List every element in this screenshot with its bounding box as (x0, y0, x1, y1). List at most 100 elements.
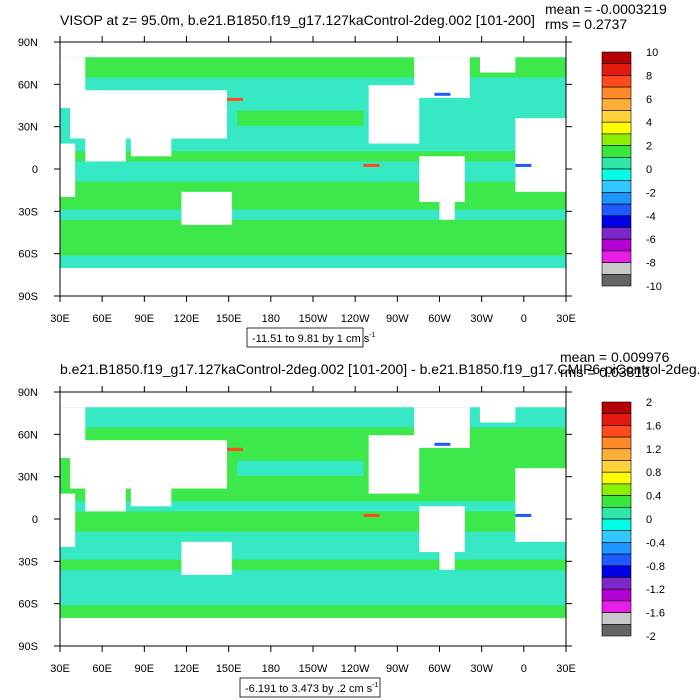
panel-top-colorbar-swatch (601, 215, 632, 228)
panel-top-x-tick-label: 150E (216, 313, 242, 325)
panel-top-x-tick-label: 0 (521, 313, 527, 325)
panel-top-rms: rms = 0.2737 (545, 16, 627, 32)
panel-bottom-colorbar-swatch (601, 401, 632, 414)
panel-bottom-colorbar-swatch (601, 495, 632, 508)
panel-bottom-field-band (60, 531, 566, 560)
panel-bottom-x-tick-label: 150E (216, 663, 242, 675)
panel-top-colorbar-label: 4 (646, 117, 652, 129)
panel-bottom-colorbar-swatch (601, 483, 632, 496)
panel-top-colorbar-label: 10 (646, 47, 658, 59)
panel-bottom-land-mask (60, 618, 566, 646)
panel-bottom-anomaly-spot (363, 513, 380, 517)
panel-top-colorbar-swatch (601, 238, 632, 252)
panel-bottom-land-mask (368, 435, 420, 494)
panel-bottom-range-box: -6.191 to 3.473 by .2 cm s-1 (239, 677, 381, 698)
panel-top-field-band (237, 110, 364, 126)
panel-top-colorbar-label: 8 (646, 70, 652, 82)
panel-top-y-tick-label: 30S (18, 206, 38, 218)
panel-bottom-mean: mean = 0.009976 (560, 349, 670, 365)
panel-top-x-tick-label: 120E (174, 313, 200, 325)
panel-bottom-colorbar-swatch (601, 518, 632, 531)
panel-bottom-colorbar-swatch (601, 471, 632, 485)
panel-bottom-y-tick-label: 60S (18, 599, 38, 611)
panel-top-colorbar-swatch (601, 273, 632, 287)
panel-top-x-tick-label: 30E (556, 313, 576, 325)
panel-top-axes: 30E 60E 90E 120E 150E 180 150W 120W 90W 60W 30W 0 30… (18, 36, 576, 325)
panel-top-map (60, 42, 566, 296)
panel-top-colorbar-label: -10 (646, 281, 662, 293)
panel-top-range-box: -11.51 to 9.81 by 1 cm s-1 (246, 327, 376, 348)
panel-top-colorbar-label: 6 (646, 94, 652, 106)
panel-top-y-tick-label: 60S (18, 249, 38, 261)
panel-bottom: b.e21.B1850.f19_g17.127kaControl-2deg.00… (18, 349, 700, 698)
panel-bottom-anomaly-spot (515, 513, 532, 517)
panel-top-x-tick-label: 180 (262, 313, 280, 325)
panel-top-colorbar-label: 2 (646, 141, 652, 153)
panel-bottom-colorbar-swatch (601, 600, 632, 613)
panel-bottom-land-mask (181, 549, 212, 560)
panel-top-colorbar-swatch (601, 86, 632, 100)
panel-bottom-x-tick-label: 120W (341, 663, 370, 675)
panel-bottom-range-label: -6.191 to 3.473 by .2 cm s (245, 683, 373, 695)
panel-bottom-land-mask (439, 552, 455, 570)
panel-top-colorbar-swatch (601, 227, 632, 240)
panel-bottom-colorbar-swatch (601, 425, 632, 438)
panel-bottom-colorbar-swatch (601, 436, 632, 450)
panel-bottom-colorbar-label: 1.2 (646, 444, 661, 456)
panel-top-colorbar-swatch (601, 110, 632, 123)
svg-text:-6.191 to 3.473 by .2 cm s-1: -6.191 to 3.473 by .2 cm s-1 (245, 682, 379, 695)
panel-top-colorbar: 10 8 6 4 2 0 -2 -4 -6 -8 -10 (601, 47, 662, 293)
panel-top-colorbar-swatch (601, 203, 632, 217)
panel-top-colorbar-swatch (601, 98, 632, 111)
panel-bottom-y-tick-label: 0 (32, 514, 38, 526)
panel-bottom-land-mask (60, 493, 76, 547)
panel-top-x-tick-label: 150W (299, 313, 328, 325)
panel-bottom-land-mask (419, 506, 465, 553)
panel-bottom-colorbar-label: -2 (646, 631, 656, 643)
panel-bottom-land-mask (85, 488, 126, 512)
panel-bottom-colorbar-label: 2 (646, 397, 652, 409)
panel-bottom-x-tick-label: 180 (262, 663, 280, 675)
panel-bottom-x-tick-label: 30E (556, 663, 576, 675)
panel-bottom-land-mask (70, 440, 227, 489)
panel-bottom-colorbar-swatch (601, 460, 632, 473)
panel-top-land-mask (85, 138, 126, 162)
panel-bottom-land-mask (479, 404, 516, 423)
panel-bottom-land-mask (60, 392, 566, 408)
panel-bottom-x-tick-label: 60E (92, 663, 112, 675)
panel-top-field-band (60, 151, 566, 162)
panel-bottom-colorbar-swatch (601, 623, 632, 637)
panel-top-colorbar-swatch (601, 133, 632, 146)
panel-top-land-mask (130, 138, 172, 157)
panel-bottom-x-tick-label: 30E (50, 663, 70, 675)
panel-top-land-mask (181, 199, 212, 210)
panel-bottom-anomaly-spot (434, 442, 451, 446)
panel-top: VISOP at z= 95.0m, b.e21.B1850.f19_g17.1… (18, 1, 667, 348)
panel-top-colorbar-swatch (601, 180, 632, 193)
panel-bottom-colorbar-label: 0 (646, 514, 652, 526)
panel-top-anomaly-spot (363, 163, 380, 167)
panel-top-title: VISOP at z= 95.0m, b.e21.B1850.f19_g17.1… (60, 12, 535, 28)
panel-top-land-mask (368, 85, 420, 144)
panel-top-colorbar-label: -6 (646, 234, 656, 246)
panel-top-colorbar-swatch (601, 157, 632, 170)
panel-bottom-colorbar-swatch (601, 448, 632, 461)
panel-bottom-colorbar: 2 1.6 1.2 0.8 0.4 0 -0.4 -0.8 -1.2 -1.6 -2 (601, 397, 665, 643)
panel-bottom-land-mask (414, 407, 470, 448)
panel-bottom-x-tick-label: 90E (135, 663, 155, 675)
panel-top-y-tick-label: 90S (18, 291, 38, 303)
panel-top-y-tick-label: 30N (18, 122, 38, 134)
panel-top-land-mask (60, 143, 76, 197)
panel-top-range-sup: -1 (369, 332, 375, 339)
panel-top-colorbar-swatch (601, 51, 632, 64)
panel-bottom-colorbar-label: -0.8 (646, 561, 665, 573)
panel-top-land-mask (439, 202, 455, 220)
panel-top-land-mask (60, 268, 566, 296)
panel-top-y-tick-label: 60N (18, 79, 38, 91)
panel-bottom-colorbar-label: 0.8 (646, 467, 661, 479)
panel-bottom-colorbar-swatch (601, 530, 632, 543)
panel-top-land-mask (419, 156, 465, 203)
panel-bottom-y-tick-label: 60N (18, 429, 38, 441)
panel-top-land-mask (479, 54, 516, 73)
panel-bottom-x-tick-label: 60W (428, 663, 451, 675)
